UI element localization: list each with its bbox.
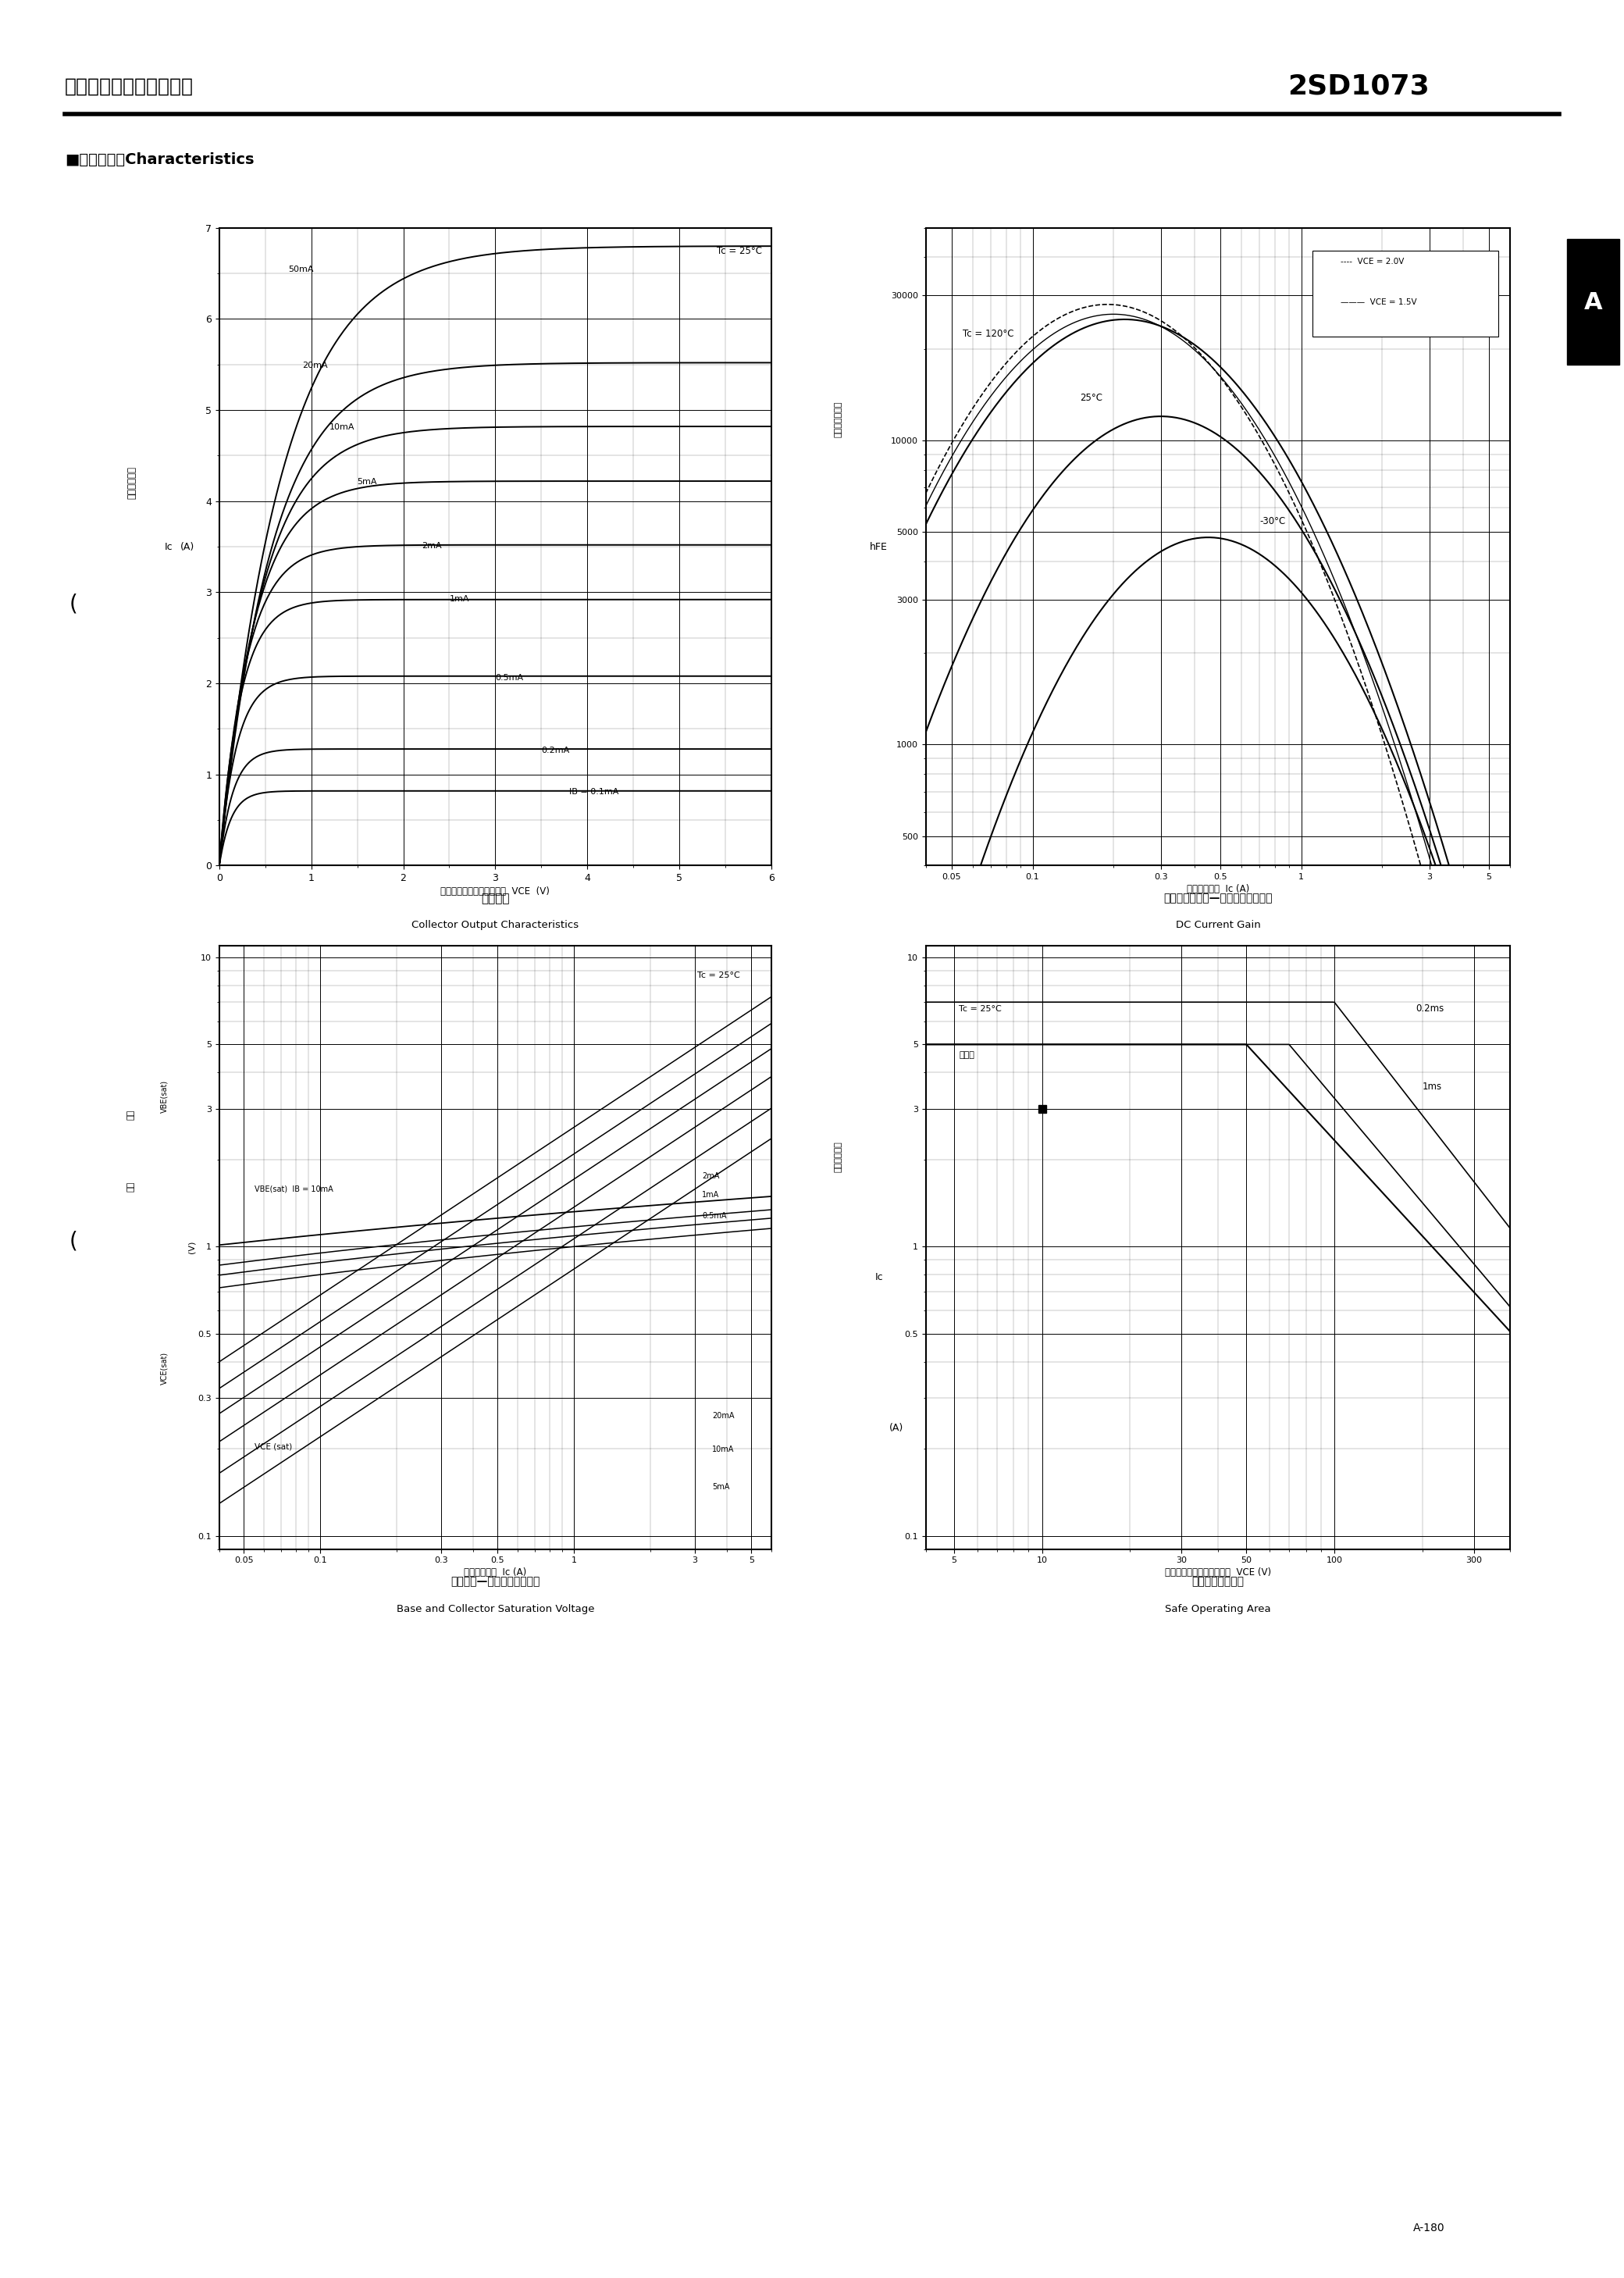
- Text: 1ms: 1ms: [1423, 1082, 1442, 1091]
- Text: コレクタ電流: コレクタ電流: [127, 467, 136, 499]
- Text: -30°C: -30°C: [1260, 517, 1286, 526]
- Text: Tc = 25°C: Tc = 25°C: [960, 1005, 1002, 1014]
- Text: (V): (V): [188, 1242, 195, 1253]
- Text: VCE (sat): VCE (sat): [255, 1442, 292, 1451]
- Text: コレクタ電流: コレクタ電流: [835, 1141, 841, 1173]
- Text: (: (: [68, 592, 78, 615]
- Text: ——  VCE = 1.5V: —— VCE = 1.5V: [1322, 303, 1390, 310]
- Text: ———  VCE = 1.5V: ——— VCE = 1.5V: [1340, 298, 1416, 305]
- Text: 5mA: 5mA: [357, 478, 377, 485]
- Text: (A): (A): [180, 542, 195, 551]
- Text: 電圧: 電圧: [127, 1182, 135, 1191]
- Text: VBE(sat)  IB = 10mA: VBE(sat) IB = 10mA: [255, 1185, 333, 1194]
- Text: 0.2mA: 0.2mA: [541, 747, 570, 754]
- X-axis label: コレクタ・エミック間電圧  VCE (V): コレクタ・エミック間電圧 VCE (V): [1164, 1567, 1272, 1579]
- Text: 2mA: 2mA: [422, 542, 442, 549]
- X-axis label: コレクタ電流  Ic (A): コレクタ電流 Ic (A): [464, 1567, 526, 1579]
- Text: VBE(sat): VBE(sat): [161, 1080, 167, 1112]
- Text: 0.5mA: 0.5mA: [702, 1212, 726, 1221]
- Text: 直流電流増幅率—コレクタ電流特性: 直流電流増幅率—コレクタ電流特性: [1163, 893, 1273, 904]
- Text: ■特性曲線：Characteristics: ■特性曲線：Characteristics: [65, 153, 255, 166]
- X-axis label: コレクタ電流  Ic (A): コレクタ電流 Ic (A): [1187, 884, 1249, 895]
- Text: DC Current Gain: DC Current Gain: [1176, 920, 1260, 929]
- Text: Tc = 25°C: Tc = 25°C: [716, 246, 762, 255]
- Text: 2mA: 2mA: [702, 1173, 719, 1180]
- Text: 25°C: 25°C: [1080, 394, 1103, 403]
- Text: 富士パワートランジスタ: 富士パワートランジスタ: [65, 77, 193, 96]
- Text: Collector Output Characteristics: Collector Output Characteristics: [412, 920, 578, 929]
- Text: ----  VCE = 2.0V: ---- VCE = 2.0V: [1322, 257, 1385, 267]
- Text: 飽和: 飽和: [127, 1109, 135, 1118]
- Text: A-180: A-180: [1413, 2223, 1445, 2232]
- Text: IB = 0.1mA: IB = 0.1mA: [568, 788, 619, 795]
- Text: (: (: [68, 1230, 78, 1253]
- Text: Tc = 120°C: Tc = 120°C: [963, 328, 1013, 339]
- Text: Safe Operating Area: Safe Operating Area: [1164, 1604, 1272, 1613]
- Text: 5mA: 5mA: [711, 1483, 729, 1490]
- Bar: [1312, 251, 1497, 337]
- X-axis label: コレクタ・エミッタ間電圧  VCE  (V): コレクタ・エミッタ間電圧 VCE (V): [440, 886, 551, 898]
- Text: 直流電流増幅率: 直流電流増幅率: [835, 401, 841, 437]
- Text: 50mA: 50mA: [289, 267, 313, 273]
- Text: (A): (A): [890, 1424, 903, 1433]
- Text: ----  VCE = 2.0V: ---- VCE = 2.0V: [1340, 257, 1405, 267]
- Text: 0.5mA: 0.5mA: [495, 674, 523, 681]
- Text: パルス: パルス: [960, 1052, 974, 1059]
- Text: 0.2ms: 0.2ms: [1416, 1005, 1444, 1014]
- Text: 10mA: 10mA: [711, 1447, 734, 1453]
- Text: 10mA: 10mA: [330, 424, 356, 431]
- Text: 飽和電圧—コレクタ電流特性: 飽和電圧—コレクタ電流特性: [451, 1576, 539, 1588]
- Text: Ic: Ic: [875, 1273, 883, 1283]
- Text: 安全動作領域特性: 安全動作領域特性: [1192, 1576, 1244, 1588]
- Text: A: A: [1583, 292, 1603, 314]
- Text: hFE: hFE: [870, 542, 888, 551]
- Text: Tc = 25°C: Tc = 25°C: [697, 970, 739, 980]
- Text: 1mA: 1mA: [702, 1191, 719, 1198]
- Text: 20mA: 20mA: [302, 362, 328, 369]
- Text: VCE(sat): VCE(sat): [161, 1351, 167, 1385]
- Text: 出力特性: 出力特性: [481, 893, 510, 904]
- Text: 1mA: 1mA: [450, 595, 469, 604]
- Text: 20mA: 20mA: [711, 1412, 734, 1419]
- Text: 2SD1073: 2SD1073: [1288, 73, 1429, 100]
- Text: Ic: Ic: [164, 542, 172, 551]
- Text: Base and Collector Saturation Voltage: Base and Collector Saturation Voltage: [396, 1604, 594, 1613]
